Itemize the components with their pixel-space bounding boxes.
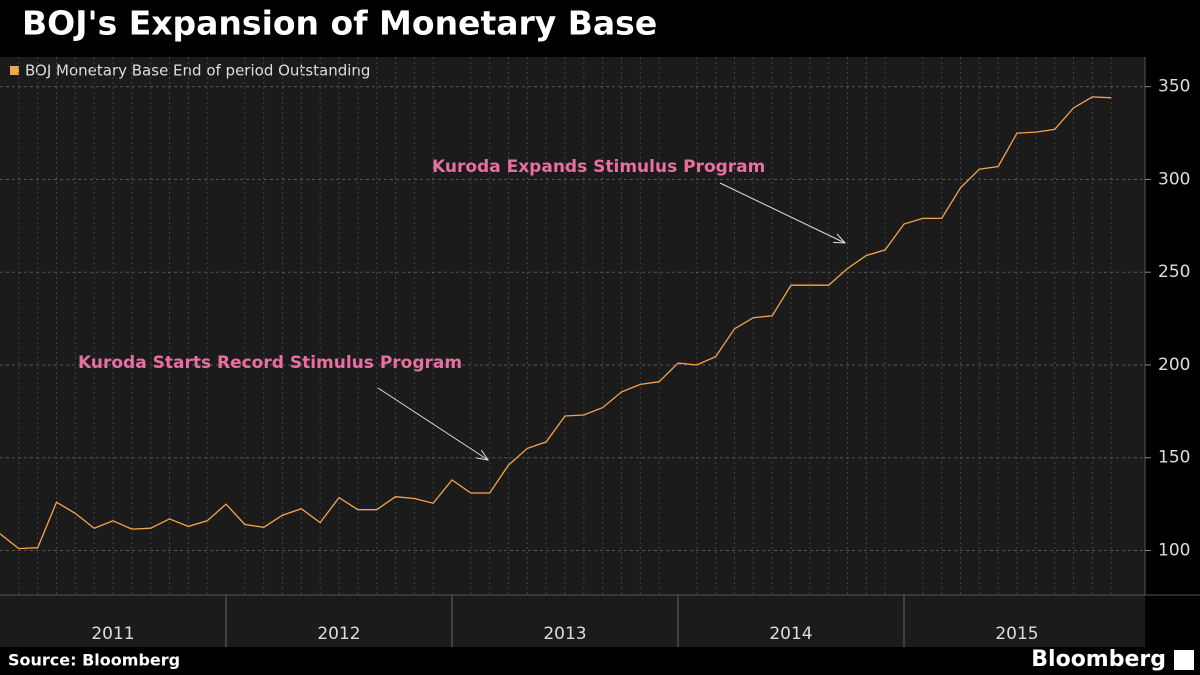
y-tick-label: 350 [1158,77,1190,97]
x-tick-label: 2013 [543,624,586,644]
x-tick-label: 2011 [91,624,134,644]
y-tick-label: 250 [1158,262,1190,282]
source: Source: Bloomberg [8,651,180,670]
annotation-arrow [719,182,846,244]
plot-area [0,57,1145,647]
x-tick-label: 2012 [317,624,360,644]
arrow-head [476,449,490,461]
brand: Bloomberg [1031,647,1166,672]
data-line [0,96,1112,550]
annotation: Kuroda Starts Record Stimulus Program [78,353,462,373]
legend-swatch [10,66,19,75]
chart-title: BOJ's Expansion of Monetary Base [22,4,657,43]
legend-label: BOJ Monetary Base End of period Outstand… [25,62,370,80]
annotation: Kuroda Expands Stimulus Program [432,157,765,177]
y-tick-label: 100 [1158,540,1190,560]
y-tick-label: 150 [1158,448,1190,468]
arrow-head [832,233,847,244]
x-tick-label: 2014 [769,624,812,644]
annotation-arrow [377,387,489,461]
brand-icon [1174,650,1194,670]
axis-area [1145,57,1200,595]
y-tick-label: 200 [1158,355,1190,375]
y-tick-label: 300 [1158,169,1190,189]
x-tick-label: 2015 [995,624,1038,644]
